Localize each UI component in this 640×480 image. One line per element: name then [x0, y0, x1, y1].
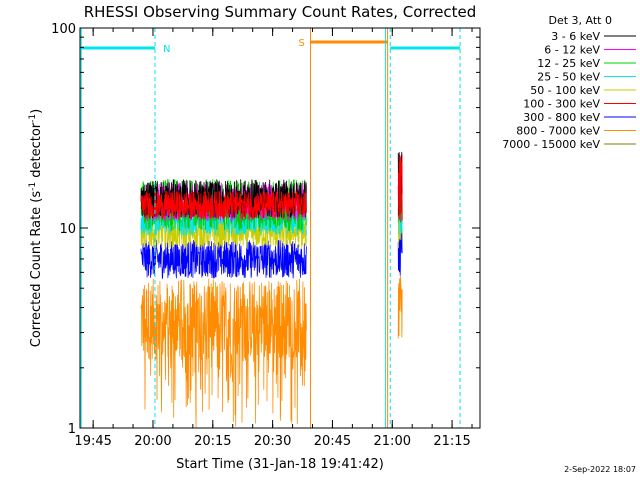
y-tick-label: 1 — [68, 422, 76, 437]
y-axis-label: Corrected Count Rate (s-1 detector-1) — [28, 109, 44, 347]
series-line-6 — [140, 239, 307, 280]
legend-header: Det 3, Att 0 — [549, 14, 613, 27]
saa-marker-label: S — [299, 38, 305, 49]
legend-label-4: 50 - 100 keV — [530, 84, 600, 97]
legend-label-8: 7000 - 15000 keV — [502, 138, 600, 151]
x-axis: 19:45 20:00 20:15 20:30 20:45 21:00 21:15 — [74, 28, 473, 449]
series-line-7-b — [397, 276, 403, 339]
series-line-5-b — [397, 154, 403, 223]
night-marker-label: N — [163, 44, 170, 55]
y-tick-label: 100 — [51, 22, 76, 37]
plot-area — [80, 28, 461, 428]
legend-label-2: 12 - 25 keV — [537, 57, 600, 70]
x-tick-label: 20:15 — [194, 434, 231, 449]
x-tick-label: 21:15 — [433, 434, 470, 449]
y-axis: 1 10 100 — [51, 22, 480, 437]
chart-title: RHESSI Observing Summary Count Rates, Co… — [84, 3, 477, 21]
series-line-5 — [140, 189, 307, 220]
legend-label-7: 800 - 7000 keV — [516, 125, 600, 138]
series-line-7 — [140, 278, 307, 428]
x-tick-label: 20:30 — [254, 434, 291, 449]
x-tick-label: 20:00 — [134, 434, 171, 449]
x-tick-label: 20:45 — [314, 434, 351, 449]
x-axis-label: Start Time (31-Jan-18 19:41:42) — [176, 457, 384, 472]
legend-label-6: 300 - 800 keV — [523, 111, 600, 124]
legend-label-0: 3 - 6 keV — [551, 30, 600, 43]
legend-label-5: 100 - 300 keV — [523, 98, 600, 111]
legend-label-1: 6 - 12 keV — [544, 44, 600, 57]
date-stamp: 2-Sep-2022 18:07 — [564, 465, 636, 474]
x-tick-label: 19:45 — [74, 434, 111, 449]
legend-label-3: 25 - 50 keV — [537, 71, 600, 84]
y-tick-label: 10 — [59, 222, 76, 237]
x-tick-label: 21:00 — [374, 434, 411, 449]
